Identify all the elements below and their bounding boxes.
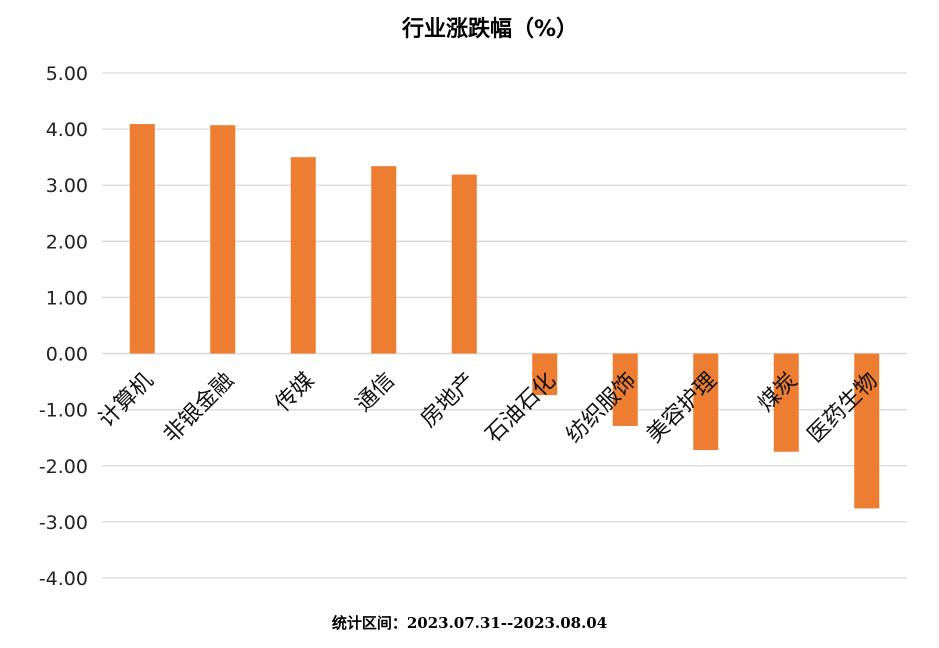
- bar-chart: 行业涨跌幅（%） 5.00 4.00 3.00 2.00 1.00 0.00 -1.00 -2…: [39, 16, 907, 590]
- footer-note: 统计区间：2023.07.31--2023.08.04: [331, 614, 608, 632]
- y-tick-label: -2.00: [39, 456, 88, 478]
- y-tick-label: -4.00: [39, 568, 88, 590]
- y-tick-label: 2.00: [46, 231, 88, 253]
- category-labels: 计算机 非银金融 传媒 通信 房地产 石油石化 纺织服饰 美容护理 煤炭 医药生物: [94, 368, 883, 448]
- y-tick-label: 0.00: [46, 344, 88, 366]
- x-category-label: 石油石化: [481, 368, 561, 448]
- bar: [773, 353, 799, 452]
- y-tick-label: 4.00: [46, 119, 88, 141]
- bar: [210, 125, 236, 354]
- bar: [854, 353, 880, 509]
- bar: [612, 353, 638, 426]
- x-category-label: 房地产: [416, 368, 480, 432]
- gridlines: [102, 72, 907, 579]
- bar: [451, 174, 477, 354]
- bar: [290, 157, 316, 354]
- bar: [693, 353, 719, 451]
- bar: [371, 166, 397, 354]
- y-tick-label: 1.00: [46, 287, 88, 309]
- y-tick-label: 3.00: [46, 175, 88, 197]
- x-category-label: 计算机: [94, 368, 158, 432]
- y-axis-ticks: 5.00 4.00 3.00 2.00 1.00 0.00 -1.00 -2.00 -3.00 -…: [39, 63, 88, 590]
- y-tick-label: -3.00: [39, 512, 88, 534]
- bar: [129, 124, 155, 354]
- x-category-label: 非银金融: [159, 368, 239, 448]
- chart-title: 行业涨跌幅（%）: [401, 16, 578, 42]
- bar: [532, 353, 558, 396]
- y-tick-label: 5.00: [46, 63, 88, 85]
- y-tick-label: -1.00: [39, 400, 88, 422]
- bars: [129, 124, 880, 509]
